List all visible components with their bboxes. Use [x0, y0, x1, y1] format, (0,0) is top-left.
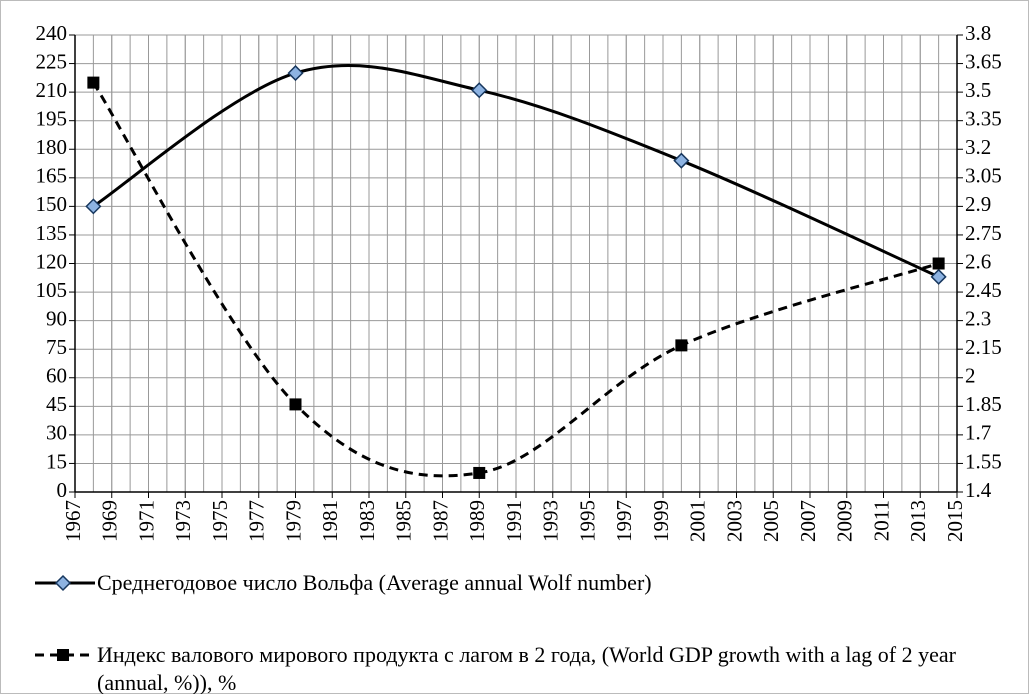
x-tick-label: 1987: [428, 500, 452, 542]
y2-tick-label: 3.35: [965, 107, 1002, 131]
y-tick-label: 225: [36, 49, 68, 73]
y-tick-label: 120: [36, 249, 68, 273]
y-tick-label: 240: [36, 21, 68, 45]
x-tick-label: 1975: [208, 500, 232, 542]
y2-tick-label: 2.9: [965, 192, 991, 216]
y2-tick-label: 1.7: [965, 421, 991, 445]
y-tick-label: 30: [46, 421, 67, 445]
legend-label: Среднегодовое число Вольфа (Average annu…: [97, 570, 652, 595]
y2-tick-label: 1.55: [965, 449, 1002, 473]
marker: [932, 257, 945, 270]
x-tick-label: 1985: [392, 500, 416, 542]
y-tick-label: 60: [46, 364, 67, 388]
x-tick-label: 1969: [98, 500, 122, 542]
y-tick-label: 15: [46, 449, 67, 473]
x-tick-label: 2001: [686, 500, 710, 542]
y2-tick-label: 3.8: [965, 21, 991, 45]
x-tick-label: 2015: [943, 500, 967, 542]
y2-tick-label: 3.65: [965, 49, 1002, 73]
marker: [85, 198, 102, 215]
marker: [930, 268, 947, 285]
y2-tick-label: 2.15: [965, 335, 1002, 359]
y-tick-label: 195: [36, 107, 68, 131]
x-tick-label: 2007: [796, 500, 820, 542]
x-tick-label: 2011: [869, 500, 893, 541]
x-tick-label: 1993: [539, 500, 563, 542]
y2-tick-label: 2.3: [965, 306, 991, 330]
marker: [673, 152, 690, 169]
y-tick-label: 150: [36, 192, 68, 216]
y-tick-label: 210: [36, 78, 68, 102]
y-tick-label: 0: [57, 478, 68, 502]
x-tick-label: 1981: [318, 500, 342, 542]
marker: [471, 82, 488, 99]
x-tick-label: 1967: [61, 500, 85, 542]
x-tick-label: 1999: [649, 500, 673, 542]
y-tick-label: 135: [36, 221, 68, 245]
x-tick-label: 1973: [171, 500, 195, 542]
y2-tick-label: 3.2: [965, 135, 991, 159]
y2-tick-label: 3.5: [965, 78, 991, 102]
x-tick-label: 2005: [759, 500, 783, 542]
x-tick-label: 1983: [355, 500, 379, 542]
y2-tick-label: 1.4: [965, 478, 992, 502]
x-tick-label: 1979: [281, 500, 305, 542]
y2-tick-label: 3.05: [965, 164, 1002, 188]
legend-key-marker: [54, 574, 72, 592]
y2-tick-label: 1.85: [965, 392, 1002, 416]
y-tick-label: 45: [46, 392, 67, 416]
x-tick-label: 1971: [134, 500, 158, 542]
legend-key-marker: [57, 649, 69, 661]
y-tick-label: 75: [46, 335, 67, 359]
y2-tick-label: 2: [965, 364, 976, 388]
marker: [287, 65, 304, 82]
marker: [87, 76, 100, 89]
x-tick-label: 1977: [245, 500, 269, 542]
marker: [473, 466, 486, 479]
x-tick-label: 1997: [612, 500, 636, 542]
x-tick-label: 1995: [575, 500, 599, 542]
y2-tick-label: 2.45: [965, 278, 1002, 302]
x-tick-label: 2003: [722, 500, 746, 542]
x-tick-label: 1989: [465, 500, 489, 542]
y-tick-label: 180: [36, 135, 68, 159]
y-tick-label: 105: [36, 278, 68, 302]
x-tick-label: 2009: [833, 500, 857, 542]
y2-tick-label: 2.75: [965, 221, 1002, 245]
y-tick-label: 90: [46, 306, 67, 330]
legend-label: Индекс валового мирового продукта с лаго…: [97, 642, 956, 694]
x-tick-label: 2013: [906, 500, 930, 542]
x-tick-label: 1991: [502, 500, 526, 542]
marker: [675, 339, 688, 352]
y-tick-label: 165: [36, 164, 68, 188]
y2-tick-label: 2.6: [965, 249, 991, 273]
marker: [289, 398, 302, 411]
